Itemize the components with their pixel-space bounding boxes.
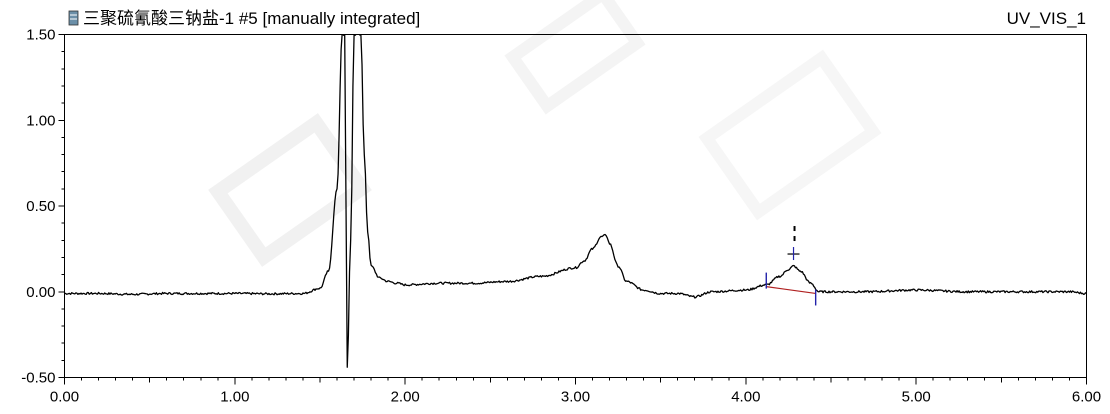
x-tick-label: 2.00 xyxy=(391,389,420,406)
x-minor-ticks xyxy=(81,377,1070,383)
y-tick-label: 1.50 xyxy=(26,27,55,44)
x-tick-label: 5.00 xyxy=(902,389,931,406)
x-tick-label: 1.00 xyxy=(220,389,249,406)
y-tick-label: 0.00 xyxy=(26,284,55,301)
y-tick-label: 0.50 xyxy=(26,198,55,215)
y-axis-ticks: -0.50 0.00 0.50 1.00 1.50 xyxy=(21,27,65,387)
x-tick-label: 4.00 xyxy=(731,389,760,406)
watermark xyxy=(208,0,882,267)
y-tick-label: -0.50 xyxy=(21,370,55,387)
x-axis-ticks: 0.00 1.00 2.00 3.00 4.00 5.00 6.00 xyxy=(50,377,1101,406)
x-tick-label: 3.00 xyxy=(561,389,590,406)
x-tick-label: 6.00 xyxy=(1072,389,1101,406)
chart-title-right: UV_VIS_1 xyxy=(1007,9,1086,28)
y-tick-label: 1.00 xyxy=(26,112,55,129)
series-uv-vis-1-line xyxy=(65,35,1086,368)
chart-title-left: 三聚硫氰酸三钠盐-1 #5 [manually integrated] xyxy=(83,9,420,28)
chromatogram-icon xyxy=(68,10,79,26)
integration-baseline xyxy=(766,286,816,295)
peak-integration xyxy=(765,226,817,306)
x-tick-label: 0.00 xyxy=(50,389,79,406)
chart-header: 三聚硫氰酸三钠盐-1 #5 [manually integrated] UV_V… xyxy=(68,9,1086,28)
